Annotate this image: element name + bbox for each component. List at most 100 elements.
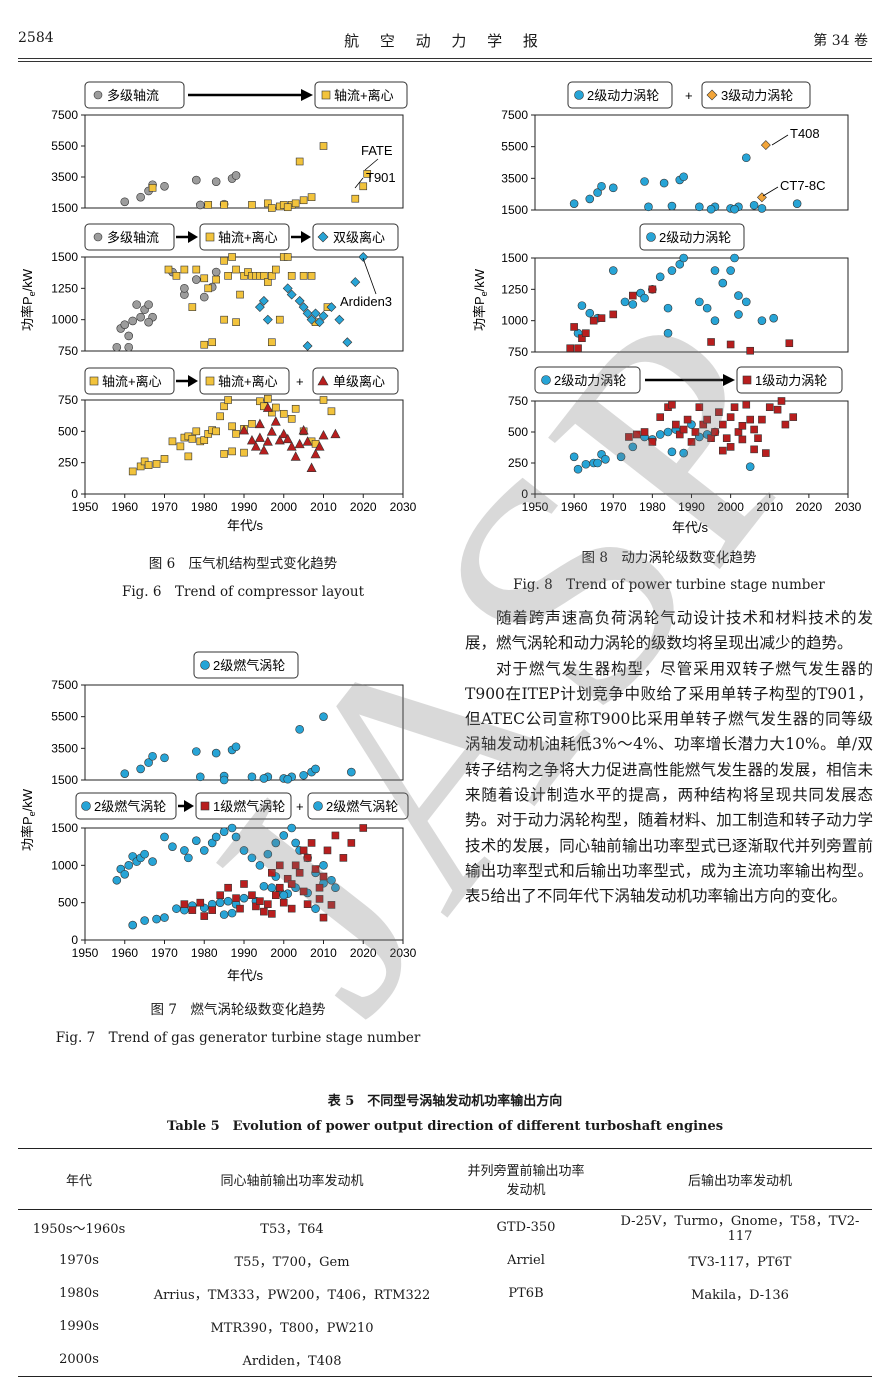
data-point — [180, 900, 189, 908]
data-point — [640, 177, 649, 186]
data-point — [363, 170, 372, 178]
data-point — [247, 772, 257, 782]
data-point — [359, 824, 368, 832]
data-point — [227, 908, 237, 918]
table-5: 年代 同心轴前输出功率发动机 并列旁置前输出功率发动机 后输出功率发动机 195… — [18, 1148, 872, 1377]
fig6-p3-legend-1: 轴流+离心 — [102, 374, 162, 389]
running-header: 2584 航 空 动 力 学 报 第 34 卷 — [0, 0, 890, 62]
data-point — [695, 403, 704, 412]
header-rule-2 — [18, 61, 872, 62]
data-point — [223, 896, 233, 906]
data-point — [227, 823, 237, 833]
data-point — [644, 202, 653, 212]
journal-title: 航 空 动 力 学 报 — [344, 32, 546, 50]
data-point — [319, 712, 328, 721]
data-point — [754, 434, 762, 443]
y-tick-label: 750 — [58, 393, 78, 407]
data-point — [351, 194, 360, 203]
data-point — [291, 404, 300, 413]
data-point — [180, 284, 189, 293]
data-point — [742, 400, 751, 409]
data-point — [299, 770, 308, 780]
fig6-y-axis-label: 功率Pe/kW — [20, 268, 37, 331]
data-point — [628, 300, 638, 309]
data-point — [331, 831, 340, 840]
y-tick-label: 5500 — [51, 710, 78, 724]
data-point — [286, 441, 297, 451]
data-point — [290, 451, 301, 461]
data-point — [144, 461, 153, 469]
data-point — [319, 913, 328, 922]
data-point — [247, 853, 257, 863]
data-point — [231, 742, 241, 752]
x-tick-label: 1970 — [151, 500, 178, 514]
data-point — [299, 887, 308, 896]
data-point — [334, 314, 345, 325]
data-point — [738, 421, 747, 430]
y-tick-label: 250 — [58, 456, 78, 470]
data-point — [192, 747, 201, 756]
data-point — [287, 904, 296, 913]
y-tick-label: 1500 — [51, 773, 78, 787]
y-tick-label: 5500 — [501, 140, 528, 154]
data-point — [232, 894, 240, 902]
data-point — [326, 302, 337, 313]
data-point — [707, 338, 715, 346]
data-point — [760, 140, 771, 151]
data-point — [299, 846, 308, 855]
data-point — [200, 436, 209, 444]
data-point — [124, 861, 134, 870]
data-point — [597, 181, 606, 191]
data-point — [577, 301, 587, 310]
data-point — [272, 265, 280, 274]
fig6-plus: + — [296, 374, 304, 389]
data-point — [648, 438, 657, 446]
data-point — [192, 275, 201, 284]
data-point — [299, 196, 308, 205]
data-point — [236, 904, 244, 913]
data-point — [585, 194, 595, 204]
data-point — [188, 303, 197, 311]
x-tick-label: 1960 — [561, 500, 588, 514]
data-point — [699, 420, 708, 429]
x-tick-label: 2000 — [717, 500, 744, 514]
data-point — [120, 869, 130, 879]
fig6-annotation-t901: T901 — [366, 170, 396, 185]
x-tick-label: 2020 — [350, 500, 377, 514]
data-point — [264, 394, 272, 403]
data-point — [675, 259, 685, 269]
data-point — [283, 253, 292, 261]
data-point — [310, 308, 321, 319]
y-tick-label: 1500 — [51, 821, 78, 835]
data-point — [228, 422, 236, 431]
data-point — [667, 447, 677, 457]
data-point — [566, 344, 575, 353]
data-point — [695, 202, 704, 212]
data-point — [232, 430, 240, 438]
data-point — [254, 432, 265, 442]
x-tick-label: 2030 — [835, 500, 862, 514]
data-point — [601, 454, 610, 464]
body-text: 随着跨声速高负荷涡轮气动设计技术和材料技术的发展，燃气涡轮和动力涡轮的级数均将呈… — [465, 606, 873, 910]
data-point — [323, 846, 332, 855]
x-tick-label: 1960 — [111, 500, 138, 514]
data-point — [215, 898, 225, 907]
data-point — [250, 441, 261, 451]
data-point — [726, 340, 735, 349]
data-point — [620, 297, 630, 307]
data-point — [319, 396, 328, 404]
data-point — [204, 284, 213, 293]
data-point — [275, 315, 284, 324]
data-point — [711, 428, 719, 436]
data-point — [581, 459, 591, 469]
x-tick-label: 1980 — [639, 500, 666, 514]
data-point — [271, 838, 281, 848]
data-point — [672, 420, 680, 429]
data-point — [224, 396, 232, 404]
data-point — [124, 342, 134, 352]
data-point — [220, 402, 228, 411]
data-point — [252, 902, 260, 911]
data-point — [679, 448, 688, 458]
data-point — [199, 846, 209, 855]
data-point — [307, 193, 316, 201]
